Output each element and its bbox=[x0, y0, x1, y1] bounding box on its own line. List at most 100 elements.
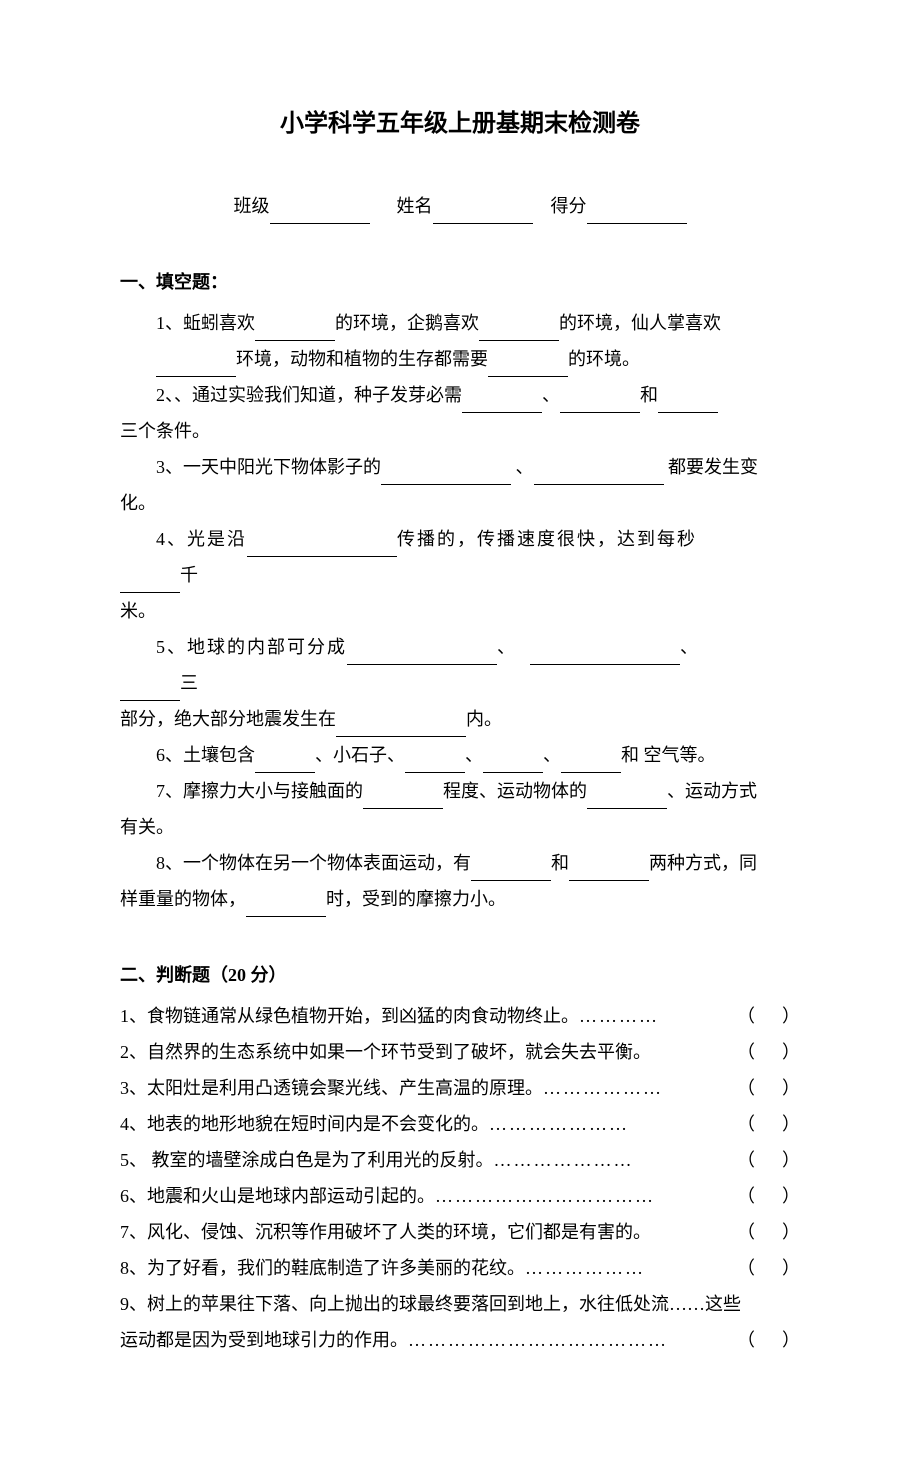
dots: ………………… bbox=[489, 1106, 737, 1142]
blank bbox=[120, 679, 180, 701]
blank bbox=[462, 391, 542, 413]
blank bbox=[530, 643, 680, 665]
class-blank bbox=[270, 202, 370, 224]
judge-text: 2、自然界的生态系统中如果一个环节受到了破坏，就会失去平衡。 bbox=[120, 1034, 651, 1070]
q4-text3: 千 bbox=[180, 565, 198, 585]
q6-text3: 、 bbox=[465, 745, 483, 765]
q1-text5: 的环境。 bbox=[568, 349, 640, 369]
q6-text5: 和 空气等。 bbox=[621, 745, 716, 765]
judge-item-7: 7、风化、侵蚀、沉积等作用破坏了人类的环境，它们都是有害的。 （ ） bbox=[120, 1214, 800, 1250]
score-label: 得分 bbox=[551, 196, 587, 216]
blank bbox=[483, 751, 543, 773]
blank bbox=[658, 391, 718, 413]
q1-line2: 环境，动物和植物的生存都需要 的环境。 bbox=[120, 341, 800, 377]
q1-line1: 1、蚯蚓喜欢 的环境，企鹅喜欢 的环境，仙人掌喜欢 bbox=[120, 305, 800, 341]
judge-item-4: 4、地表的地形地貌在短时间内是不会变化的。 ………………… （ ） bbox=[120, 1106, 800, 1142]
blank bbox=[120, 571, 180, 593]
paren: （ ） bbox=[737, 1142, 800, 1178]
paren: （ ） bbox=[737, 1322, 800, 1358]
blank bbox=[569, 859, 649, 881]
q8-text2: 和 bbox=[551, 853, 569, 873]
score-blank bbox=[587, 202, 687, 224]
blank bbox=[246, 895, 326, 917]
blank bbox=[587, 787, 667, 809]
q2-text2: 、 bbox=[542, 385, 560, 405]
judge-text: 7、风化、侵蚀、沉积等作用破坏了人类的环境，它们都是有害的。 bbox=[120, 1214, 651, 1250]
q2-line2: 三个条件。 bbox=[120, 413, 800, 449]
section1-header: 一、填空题： bbox=[120, 264, 800, 300]
student-info-line: 班级 姓名 得分 bbox=[120, 188, 800, 224]
judge-item-2: 2、自然界的生态系统中如果一个环节受到了破坏，就会失去平衡。 （ ） bbox=[120, 1034, 800, 1070]
q3-line2: 化。 bbox=[120, 485, 800, 521]
q3-text1: 3、一天中阳光下物体影子的 bbox=[156, 457, 381, 477]
judge-text: 运动都是因为受到地球引力的作用。 bbox=[120, 1322, 408, 1358]
name-blank bbox=[433, 202, 533, 224]
blank bbox=[247, 535, 397, 557]
q5-line1: 5、地球的内部可分成 、 、 bbox=[120, 629, 800, 665]
judge-item-1: 1、食物链通常从绿色植物开始，到凶猛的肉食动物终止。 ………… （ ） bbox=[120, 998, 800, 1034]
q5-text4: 三 bbox=[180, 673, 198, 693]
q3-line1: 3、一天中阳光下物体影子的 、 都要发生变 bbox=[120, 449, 800, 485]
page-title: 小学科学五年级上册基期末检测卷 bbox=[120, 100, 800, 148]
q1-text2: 的环境，企鹅喜欢 bbox=[335, 313, 479, 333]
paren: （ ） bbox=[737, 998, 800, 1034]
blank bbox=[381, 463, 511, 485]
q4-line1: 4、光是沿传播的，传播速度很快，达到每秒 bbox=[120, 521, 800, 557]
judge-text: 8、为了好看，我们的鞋底制造了许多美丽的花纹。 bbox=[120, 1250, 525, 1286]
q5-text1: 5、地球的内部可分成 bbox=[156, 637, 347, 657]
q4-text2: 传播的，传播速度很快，达到每秒 bbox=[397, 529, 697, 549]
q7-text1: 7、摩擦力大小与接触面的 bbox=[156, 781, 363, 801]
q7-text3: 、运动方式 bbox=[667, 781, 757, 801]
q5-text6: 内。 bbox=[466, 709, 502, 729]
judge-item-8: 8、为了好看，我们的鞋底制造了许多美丽的花纹。 ……………… （ ） bbox=[120, 1250, 800, 1286]
q8-line2: 样重量的物体， 时，受到的摩擦力小。 bbox=[120, 881, 800, 917]
dots: ………… bbox=[579, 998, 737, 1034]
blank bbox=[255, 319, 335, 341]
blank bbox=[560, 391, 640, 413]
class-label: 班级 bbox=[234, 196, 270, 216]
judge-text: 3、太阳灶是利用凸透镜会聚光线、产生高温的原理。 bbox=[120, 1070, 543, 1106]
q6-text1: 6、土壤包含 bbox=[156, 745, 255, 765]
q8-text4: 样重量的物体， bbox=[120, 889, 246, 909]
blank bbox=[363, 787, 443, 809]
dots: …………………………… bbox=[435, 1178, 737, 1214]
q1-text4: 环境，动物和植物的生存都需要 bbox=[236, 349, 488, 369]
q5-text3: 、 bbox=[680, 637, 700, 657]
paren: （ ） bbox=[737, 1214, 800, 1250]
blank bbox=[561, 751, 621, 773]
q2-line1: 2、、通过实验我们知道，种子发芽必需 、 和 bbox=[120, 377, 800, 413]
judge-item-3: 3、太阳灶是利用凸透镜会聚光线、产生高温的原理。 ……………… （ ） bbox=[120, 1070, 800, 1106]
name-label: 姓名 bbox=[397, 196, 433, 216]
blank bbox=[336, 715, 466, 737]
q8-text5: 时，受到的摩擦力小。 bbox=[326, 889, 506, 909]
dots: ………………… bbox=[494, 1142, 738, 1178]
q5-line3: 部分，绝大部分地震发生在 内。 bbox=[120, 701, 800, 737]
dots: ……………… bbox=[525, 1250, 737, 1286]
q2-text3: 和 bbox=[640, 385, 658, 405]
q2-text1: 2、、通过实验我们知道，种子发芽必需 bbox=[156, 385, 462, 405]
dots: ……………… bbox=[543, 1070, 737, 1106]
judge-text: 5、 教室的墙壁涂成白色是为了利用光的反射。 bbox=[120, 1142, 494, 1178]
blank bbox=[471, 859, 551, 881]
q6-text4: 、 bbox=[543, 745, 561, 765]
dots: ………………………………… bbox=[408, 1322, 737, 1358]
paren: （ ） bbox=[737, 1070, 800, 1106]
q6-line1: 6、土壤包含、小石子、、、和 空气等。 bbox=[120, 737, 800, 773]
q7-text2: 程度、运动物体的 bbox=[443, 781, 587, 801]
blank bbox=[534, 463, 664, 485]
q5-text5: 部分，绝大部分地震发生在 bbox=[120, 709, 336, 729]
blank bbox=[156, 355, 236, 377]
q7-line1: 7、摩擦力大小与接触面的 程度、运动物体的 、运动方式 bbox=[120, 773, 800, 809]
judge-item-6: 6、地震和火山是地球内部运动引起的。 …………………………… （ ） bbox=[120, 1178, 800, 1214]
section2-header: 二、判断题（20 分） bbox=[120, 957, 800, 993]
q1-text1: 1、蚯蚓喜欢 bbox=[156, 313, 255, 333]
q7-line2: 有关。 bbox=[120, 809, 800, 845]
q8-line1: 8、一个物体在另一个物体表面运动，有和两种方式，同 bbox=[120, 845, 800, 881]
paren: （ ） bbox=[737, 1178, 800, 1214]
blank bbox=[255, 751, 315, 773]
q3-text3: 都要发生变 bbox=[664, 457, 759, 477]
q1-text3: 的环境，仙人掌喜欢 bbox=[559, 313, 721, 333]
blank bbox=[479, 319, 559, 341]
paren: （ ） bbox=[737, 1034, 800, 1070]
q5-text2: 、 bbox=[497, 637, 517, 657]
